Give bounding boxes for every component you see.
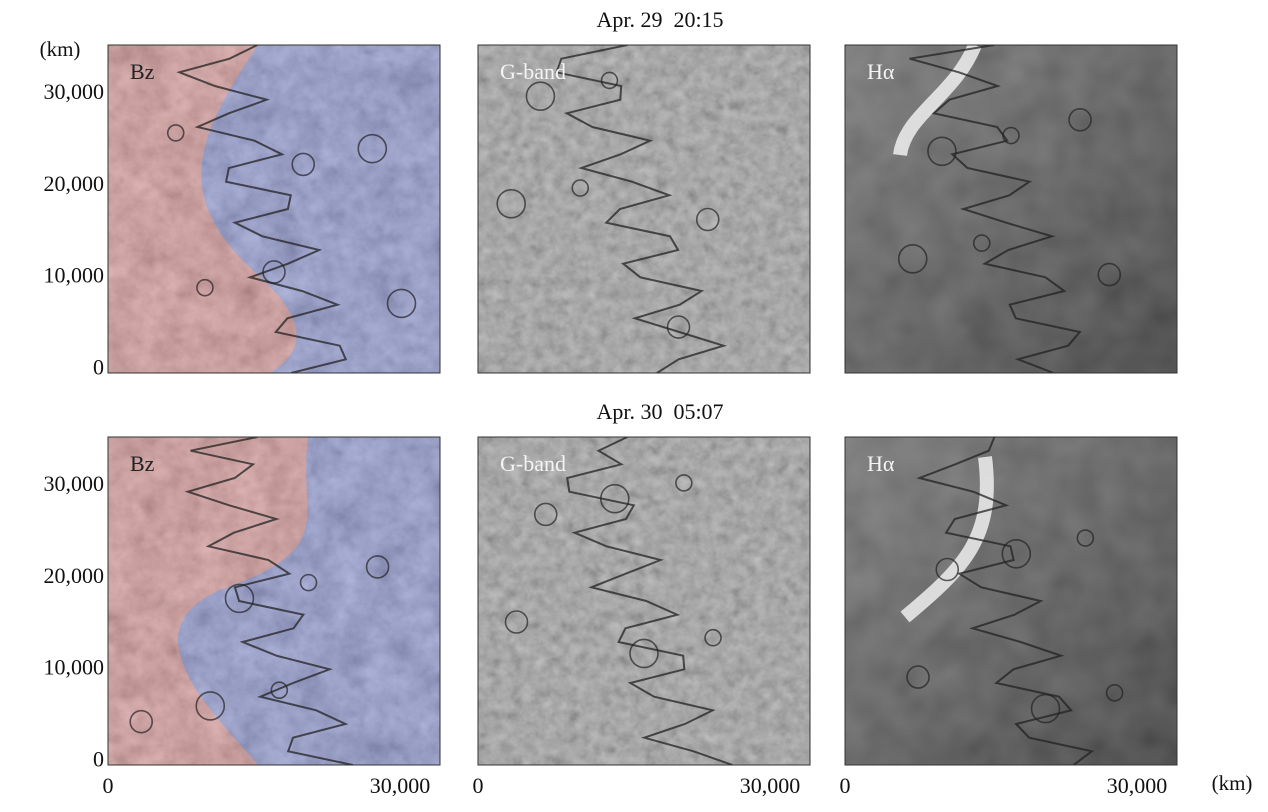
panel-content — [845, 45, 1177, 373]
contour — [927, 136, 957, 167]
panel-label: Hα — [867, 59, 895, 84]
contour — [1097, 262, 1122, 287]
contour — [299, 573, 318, 592]
contour — [365, 555, 390, 579]
panel-frame — [844, 436, 1178, 766]
contour — [195, 691, 226, 721]
texture — [108, 437, 440, 765]
panel-content — [845, 437, 1177, 765]
contour — [357, 133, 388, 164]
row-title: Apr. 30 05:07 — [596, 399, 723, 424]
x-tick-label: 0 — [103, 773, 114, 798]
contour — [599, 483, 630, 514]
contour — [129, 709, 153, 734]
contour — [675, 474, 693, 492]
panel-frame — [477, 436, 811, 766]
contour — [600, 71, 619, 90]
panel-content — [108, 45, 440, 373]
texture — [108, 45, 440, 373]
x-tick-label: 30,000 — [740, 773, 801, 798]
image-panel: Hα — [844, 44, 1178, 374]
y-tick-label: 30,000 — [44, 79, 105, 104]
texture — [845, 437, 1177, 765]
contour — [906, 665, 930, 689]
contour — [533, 502, 558, 527]
contour — [176, 45, 348, 373]
row-title: Apr. 29 20:15 — [596, 7, 723, 32]
x-tick-label: 0 — [840, 773, 851, 798]
contour — [695, 207, 720, 232]
contour — [496, 188, 527, 219]
bright-ribbon — [893, 45, 982, 157]
y-unit: (km) — [40, 37, 81, 61]
contour — [909, 45, 1082, 373]
x-tick-label: 30,000 — [1107, 773, 1168, 798]
contour — [224, 583, 255, 614]
panel-content — [478, 437, 810, 765]
panel-frame — [844, 44, 1178, 374]
contour — [196, 278, 214, 297]
y-tick-label: 0 — [93, 746, 104, 771]
y-tick-label: 20,000 — [44, 563, 105, 588]
contour — [972, 234, 991, 252]
panel-frame — [477, 44, 811, 374]
contour — [571, 179, 590, 197]
image-panel: Bz — [107, 44, 441, 374]
panel-content — [108, 437, 440, 765]
x-tick-label: 0 — [473, 773, 484, 798]
contour — [1076, 529, 1095, 547]
contour — [1002, 126, 1020, 145]
contour — [897, 244, 928, 274]
contour — [504, 610, 529, 634]
contour — [566, 437, 733, 765]
contour — [555, 45, 728, 373]
y-tick-label: 20,000 — [44, 171, 105, 196]
panel-label: G-band — [500, 59, 566, 84]
contour — [1030, 693, 1061, 724]
texture — [478, 45, 810, 373]
bright-ribbon — [900, 456, 994, 623]
panel-content — [478, 45, 810, 373]
contour — [291, 152, 316, 177]
contour — [262, 260, 286, 284]
image-panel: Bz — [107, 436, 441, 766]
y-tick-label: 10,000 — [44, 655, 105, 680]
x-tick-label: 30,000 — [370, 773, 431, 798]
image-panel: G-band — [477, 44, 811, 374]
x-unit: (km) — [1212, 771, 1253, 795]
image-panel: G-band — [477, 436, 811, 766]
panel-label: Bz — [130, 59, 155, 84]
contour — [1068, 107, 1092, 132]
contour — [166, 124, 185, 142]
contour — [1001, 538, 1032, 569]
contour — [704, 628, 722, 647]
panel-label: G-band — [500, 451, 566, 476]
contour — [666, 315, 691, 339]
contour — [270, 681, 289, 700]
contour — [916, 437, 1095, 765]
panel-label: Hα — [867, 451, 895, 476]
texture — [845, 45, 1177, 373]
y-tick-label: 30,000 — [44, 471, 105, 496]
panel-frame — [107, 44, 441, 374]
contour — [386, 288, 417, 319]
contour — [1105, 684, 1124, 702]
contour — [935, 557, 960, 582]
y-tick-label: 10,000 — [44, 263, 105, 288]
panel-frame — [107, 436, 441, 766]
contour — [525, 81, 556, 111]
panel-label: Bz — [130, 451, 155, 476]
image-panel: Hα — [844, 436, 1178, 766]
y-tick-label: 0 — [93, 354, 104, 379]
contour — [629, 638, 659, 669]
contour — [184, 437, 354, 765]
